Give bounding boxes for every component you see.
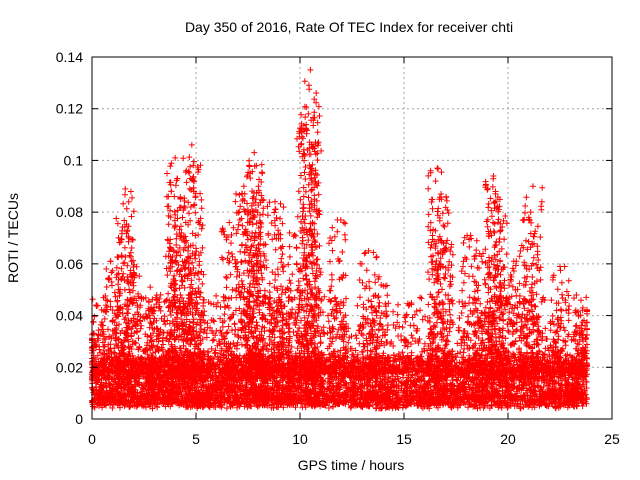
roti-peak-point [128, 258, 135, 265]
axis-ticks: 0 0.02 0.04 0.06 0.08 0.1 0.12 0.14 0 5 10 15 20 25 [56, 49, 620, 447]
roti-peak-point [440, 240, 447, 247]
roti-peak-point [513, 258, 520, 265]
y-tick-label: 0.1 [64, 152, 84, 168]
x-tick-label: 10 [292, 431, 308, 447]
y-tick-label: 0.06 [56, 256, 83, 272]
x-tick-label: 15 [396, 431, 412, 447]
roti-peak-point [257, 219, 264, 226]
roti-peak-point [190, 188, 197, 195]
roti-peak-point [172, 154, 179, 161]
roti-peak-point [122, 185, 129, 192]
roti-peak-point [174, 175, 181, 182]
roti-peak-point [309, 144, 316, 151]
roti-peak-point [124, 227, 131, 234]
y-tick-label: 0 [75, 411, 83, 427]
y-tick-label: 0.14 [56, 49, 83, 65]
y-tick-label: 0.04 [56, 308, 83, 324]
roti-peak-point [157, 291, 164, 298]
roti-peak-point [376, 273, 383, 280]
roti-peak-point [365, 247, 372, 254]
x-tick-label: 0 [88, 431, 96, 447]
roti-peak-point [272, 198, 279, 205]
roti-peak-point [147, 284, 154, 291]
roti-peak-point [490, 172, 497, 179]
plot-frame [91, 56, 613, 420]
roti-peak-point [525, 214, 532, 221]
roti-peak-point [107, 258, 114, 265]
x-tick-label: 20 [500, 431, 516, 447]
y-tick-label: 0.12 [56, 101, 83, 117]
chart-title: Day 350 of 2016, Rate Of TEC Index for r… [185, 19, 513, 35]
roti-peak-point [226, 219, 233, 226]
roti-peak-point [305, 110, 312, 117]
roti-peak-point [436, 196, 443, 203]
roti-peak-point [494, 203, 501, 210]
y-axis-label: ROTI / TECUs [5, 193, 21, 283]
roti-peak-point [286, 229, 293, 236]
x-tick-label: 25 [604, 431, 620, 447]
x-tick-label: 5 [192, 431, 200, 447]
roti-peak-point [529, 183, 536, 190]
roti-peak-point [240, 183, 247, 190]
roti-peak-point [278, 245, 285, 252]
roti-peak-point [178, 229, 185, 236]
roti-point-cloud [89, 78, 590, 412]
roti-peak-point [307, 66, 314, 73]
x-axis-label: GPS time / hours [298, 457, 405, 473]
data-points [89, 66, 590, 412]
roti-peak-point [480, 250, 487, 257]
y-tick-label: 0.02 [56, 359, 83, 375]
roti-peak-point [303, 126, 310, 133]
roti-peak-point [579, 304, 586, 311]
roti-peak-point [247, 170, 254, 177]
roti-peak-point [253, 162, 260, 169]
roti-peak-point [557, 263, 563, 270]
roti-peak-point [434, 165, 441, 172]
roti-peak-point [251, 149, 258, 156]
roti-peak-point [188, 141, 195, 148]
roti-peak-point [492, 188, 499, 195]
roti-peak-point [193, 245, 199, 252]
roti-peak-point [467, 232, 474, 239]
roti-peak-point [334, 216, 341, 223]
y-tick-label: 0.08 [56, 204, 83, 220]
